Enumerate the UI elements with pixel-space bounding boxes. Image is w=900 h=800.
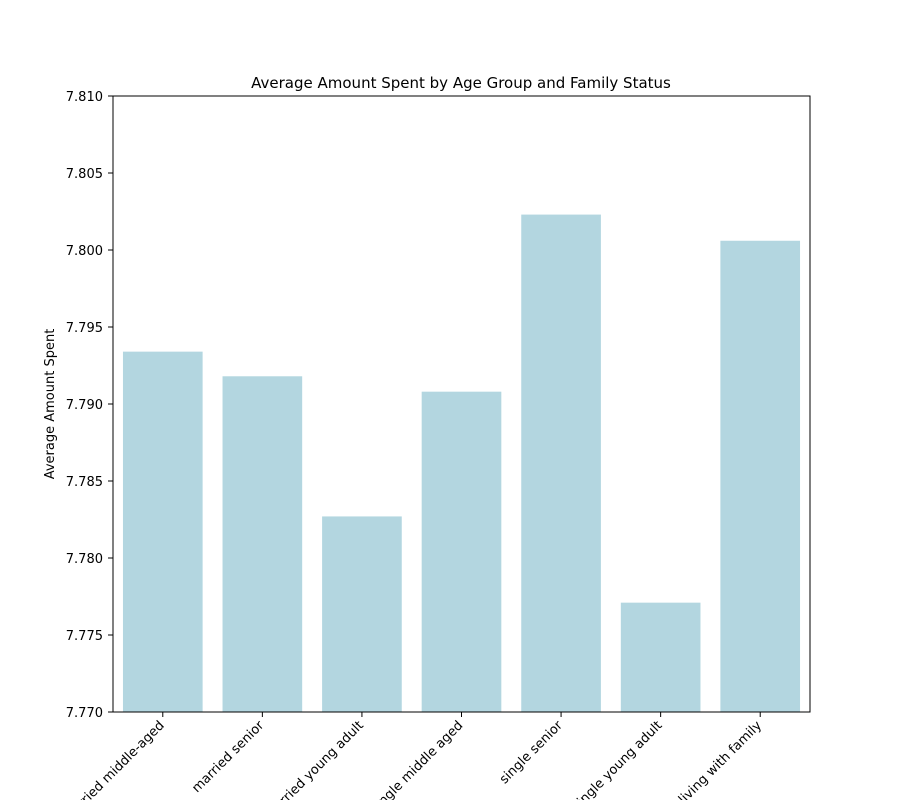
- y-tick-label: 7.785: [66, 475, 103, 490]
- x-tick-label: living with family: [676, 718, 765, 800]
- plot-frame: [112, 95, 811, 713]
- bar: [421, 391, 502, 712]
- x-tick-label: single middle aged: [368, 718, 466, 800]
- y-tick-label: 7.810: [66, 90, 103, 105]
- y-tick-label: 7.770: [66, 706, 103, 721]
- y-tick-label: 7.805: [66, 167, 103, 182]
- bar: [122, 351, 203, 712]
- x-tick-label: married middle-aged: [60, 718, 167, 800]
- chart-title: Average Amount Spent by Age Group and Fa…: [251, 74, 671, 92]
- x-tick-label: married young adult: [262, 718, 366, 800]
- y-axis-label: Average Amount Spent: [43, 329, 58, 480]
- y-tick-label: 7.780: [66, 552, 103, 567]
- bar: [620, 602, 701, 712]
- bar: [222, 376, 303, 712]
- y-tick-label: 7.795: [66, 321, 103, 336]
- bar: [720, 240, 801, 712]
- y-tick-label: 7.800: [66, 244, 103, 259]
- y-tick-label: 7.790: [66, 398, 103, 413]
- x-tick-label: single senior: [497, 718, 566, 787]
- bar: [322, 516, 402, 712]
- x-tick-label: married senior: [189, 718, 267, 796]
- y-tick-label: 7.775: [66, 629, 103, 644]
- bar: [521, 214, 601, 712]
- x-tick-label: single young adult: [570, 718, 666, 800]
